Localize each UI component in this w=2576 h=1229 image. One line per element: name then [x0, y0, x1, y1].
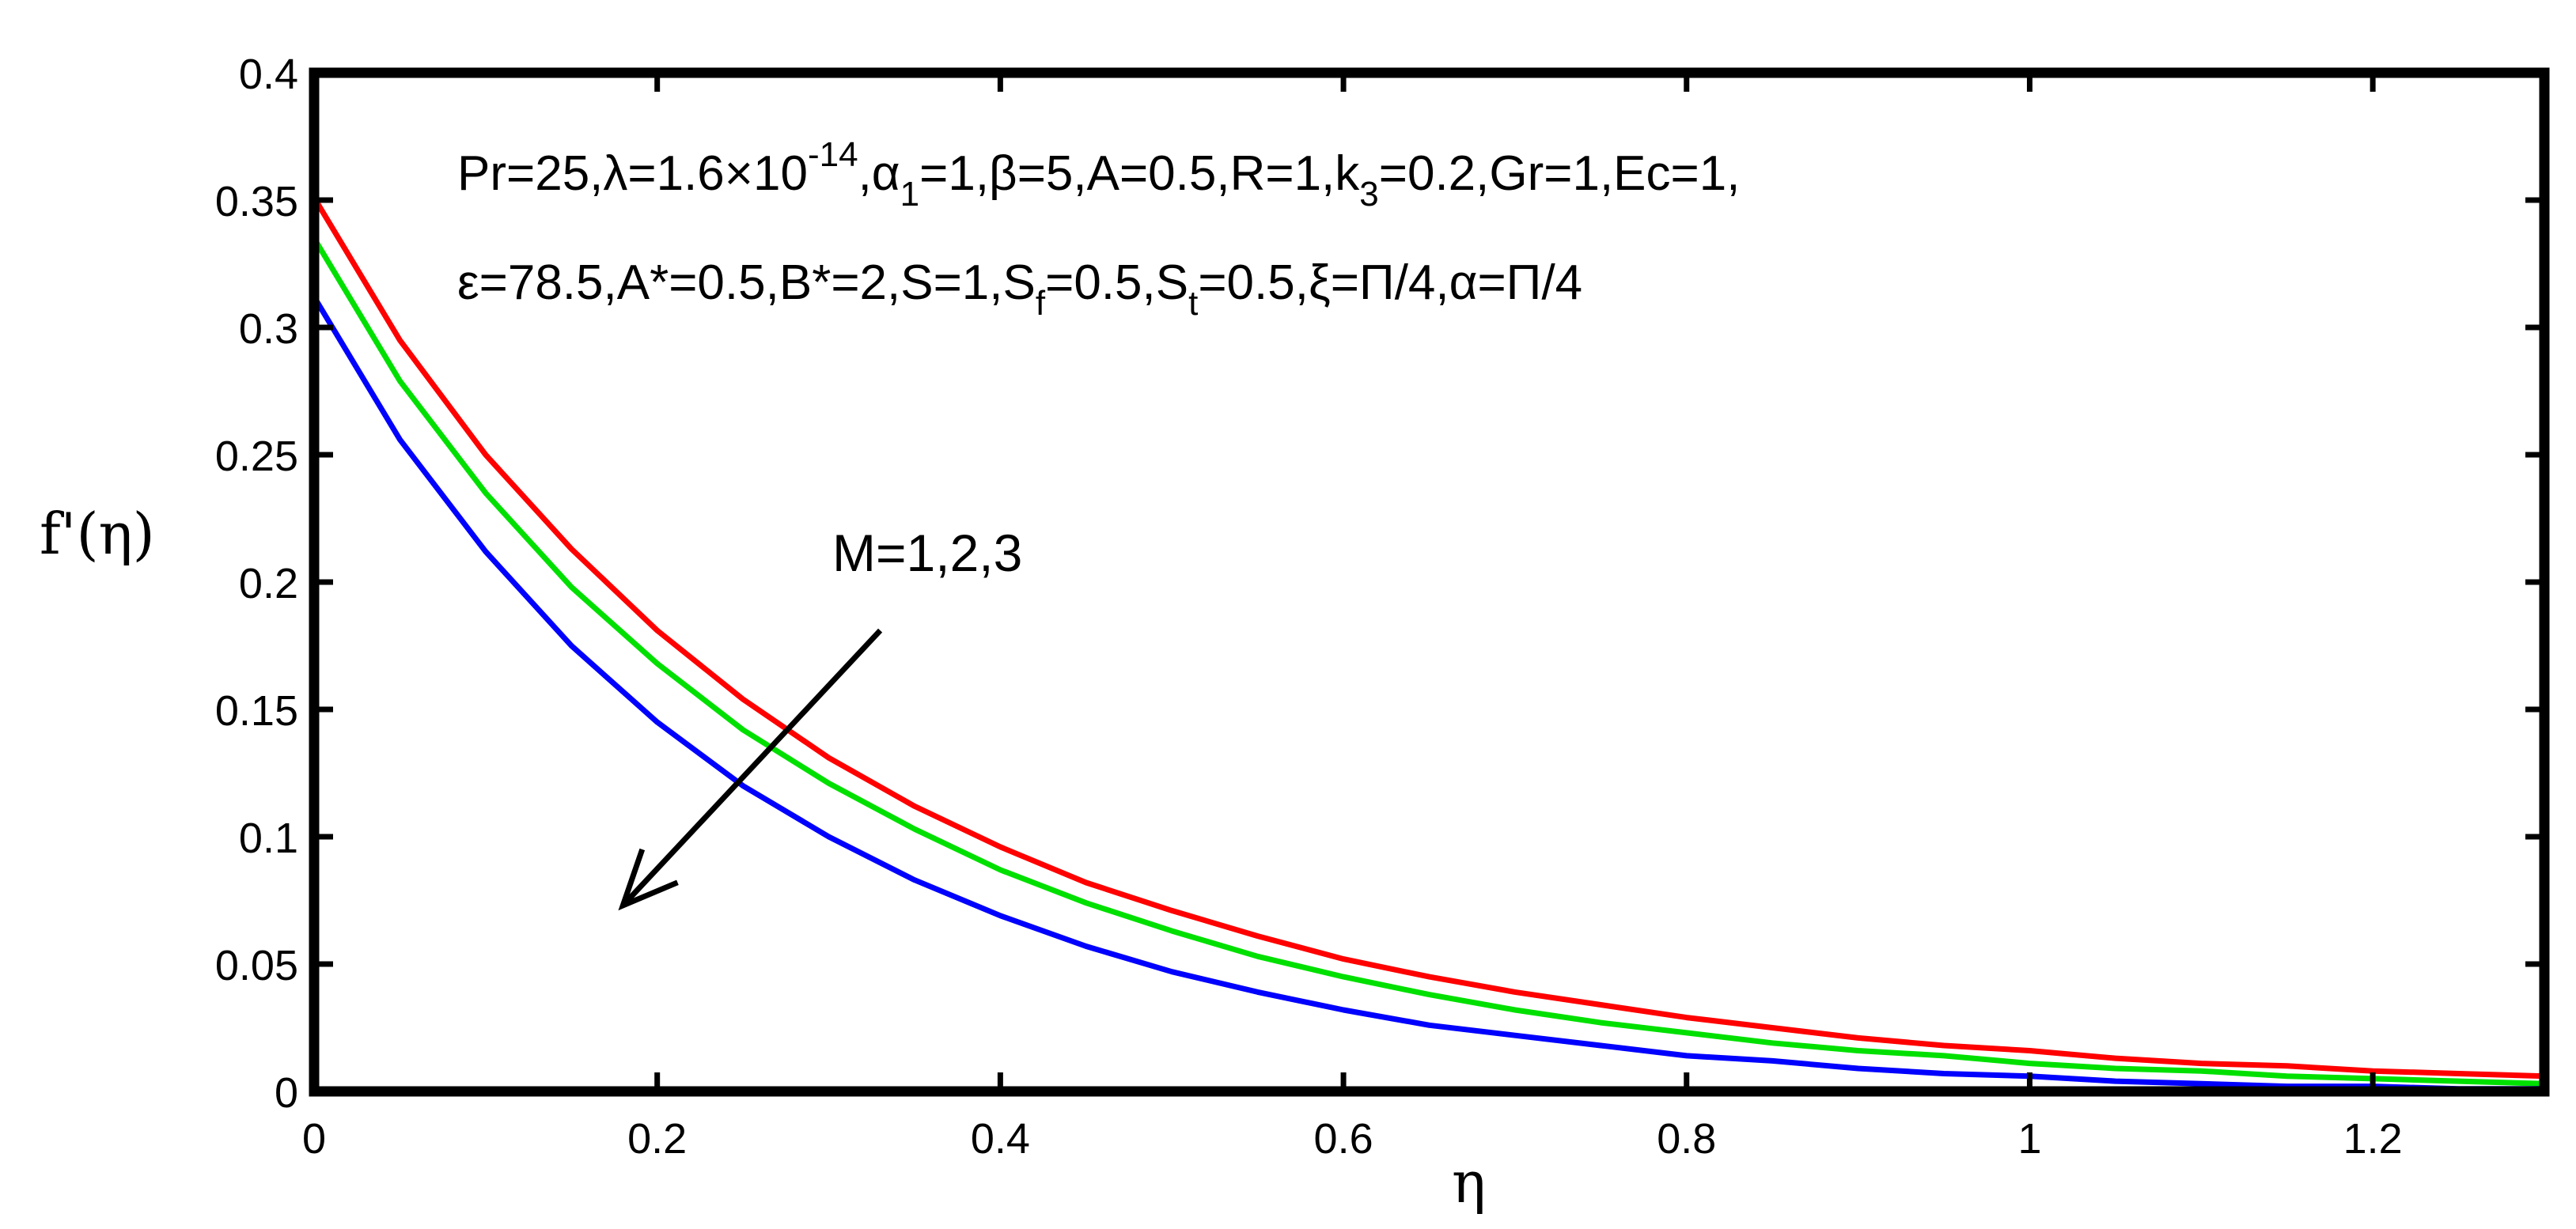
param-text: ε=78.5,A*=0.5,B*=2,S=1,S — [457, 255, 1036, 310]
x-tick-label: 1 — [2017, 1115, 2041, 1163]
x-tick-label: 1.2 — [2343, 1115, 2403, 1163]
parameters-line-1: Pr=25,λ=1.6×10-14,α1=1,β=5,A=0.5,R=1,k3=… — [457, 135, 1740, 214]
series-line-3 — [312, 295, 2544, 1092]
tick-labels: 0 0.2 0.4 0.6 0.8 1 1.2 0 0.05 0.1 0.15 0.2 0.25 0.3 0… — [215, 51, 2403, 1163]
x-tick-label: 0.4 — [971, 1115, 1030, 1163]
plot-frame — [309, 67, 2550, 1097]
x-tick-label: 0.6 — [1314, 1115, 1373, 1163]
arrow-head — [618, 848, 679, 911]
param-text: =0.5,ξ=Π/4,α=Π/4 — [1198, 255, 1582, 310]
y-tick-label: 0.25 — [215, 433, 298, 480]
y-axis-label: f'(η) — [40, 501, 155, 567]
param-text: Pr=25,λ=1.6×10 — [457, 146, 808, 201]
arrow-label: M=1,2,3 — [832, 524, 1022, 582]
axis-ticks — [311, 70, 2544, 1095]
y-tick-label: 0.2 — [239, 560, 298, 607]
y-tick-label: 0 — [275, 1069, 298, 1117]
param-subscript: f — [1036, 284, 1046, 323]
y-tick-label: 0.35 — [215, 178, 298, 225]
param-subscript: 1 — [900, 175, 919, 214]
param-text: =0.5,S — [1045, 255, 1188, 310]
arrow-shaft — [620, 628, 883, 908]
param-text: =0.2,Gr=1,Ec=1, — [1379, 146, 1741, 201]
trend-arrow — [618, 628, 883, 911]
param-text: =1,β=5,A=0.5,R=1,k — [919, 146, 1360, 201]
param-subscript: 3 — [1359, 175, 1378, 214]
y-tick-label: 0.1 — [239, 815, 298, 862]
plot-lines — [312, 195, 2545, 1092]
series-line-2 — [312, 236, 2545, 1087]
x-tick-label: 0 — [302, 1115, 326, 1163]
y-tick-label: 0.3 — [239, 305, 298, 353]
series-line-1 — [312, 195, 2545, 1080]
x-tick-label: 0.8 — [1657, 1115, 1716, 1163]
y-tick-label: 0.4 — [239, 51, 298, 98]
y-tick-label: 0.15 — [215, 687, 298, 735]
parameters-line-2: ε=78.5,A*=0.5,B*=2,S=1,Sf=0.5,St=0.5,ξ=Π… — [457, 255, 1582, 323]
param-subscript: t — [1188, 284, 1198, 323]
param-superscript: -14 — [808, 135, 858, 174]
param-text: ,α — [858, 146, 900, 201]
x-tick-label: 0.2 — [627, 1115, 687, 1163]
y-tick-label: 0.05 — [215, 942, 298, 989]
x-axis-label: η — [1452, 1149, 1486, 1216]
